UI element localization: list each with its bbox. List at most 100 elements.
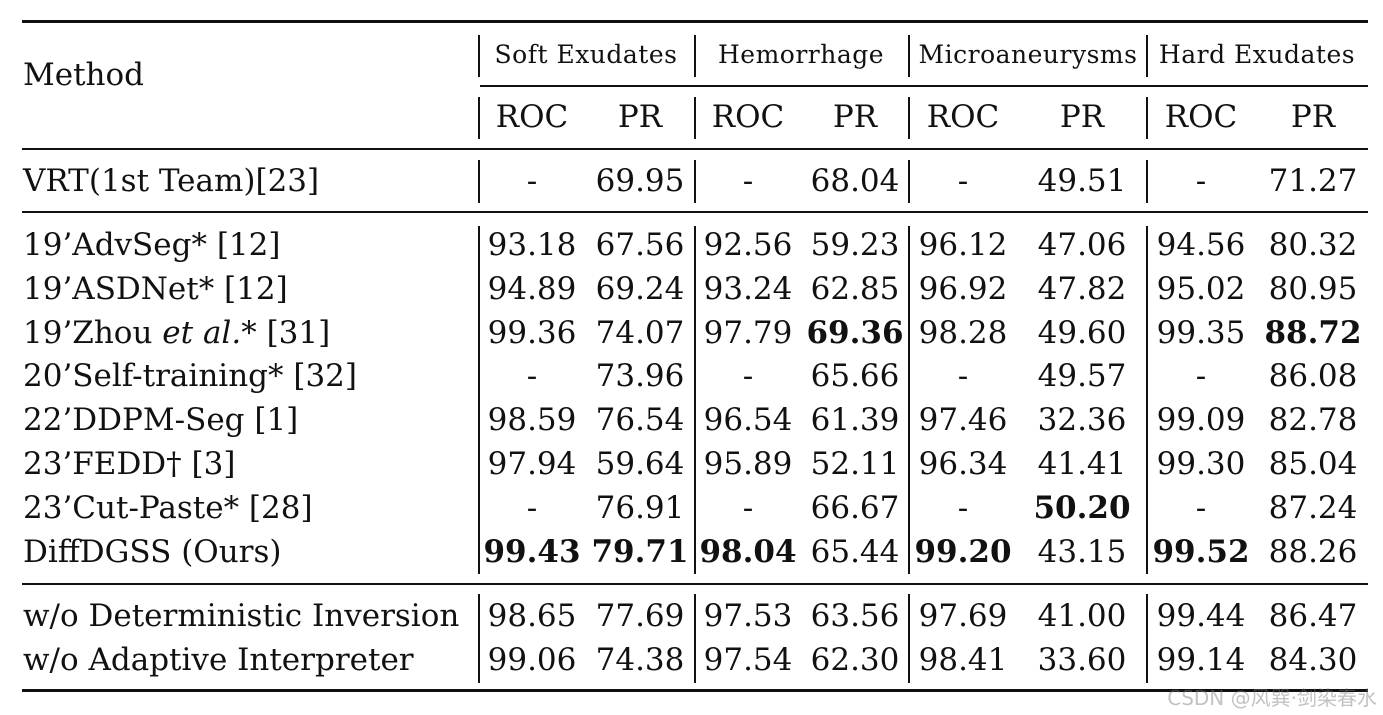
method-name: 22’DDPM-Seg [1] <box>23 402 299 438</box>
table-cell: - <box>742 490 754 526</box>
table-cell: - <box>742 163 754 199</box>
table-cell: 43.15 <box>1037 534 1127 570</box>
table-cell: 41.41 <box>1037 446 1127 482</box>
table-cell: 84.30 <box>1268 642 1358 678</box>
table-cell: - <box>1195 163 1207 199</box>
table-cell: 32.36 <box>1037 402 1127 438</box>
table-cell: 52.11 <box>810 446 900 482</box>
table-cell: 99.52 <box>1152 534 1250 570</box>
table-cell: 59.23 <box>810 227 900 263</box>
table-cell: 88.26 <box>1268 534 1358 570</box>
method-name-italic: et al. <box>162 315 242 351</box>
table-cell: 99.30 <box>1156 446 1246 482</box>
table-cell: 33.60 <box>1037 642 1127 678</box>
roc-header: ROC <box>495 99 569 135</box>
table-cell: - <box>1195 358 1207 394</box>
column-separator <box>478 226 480 574</box>
table-cell: 97.54 <box>703 642 793 678</box>
table-cell: 79.71 <box>591 534 689 570</box>
column-separator <box>478 594 480 683</box>
table-cell: 69.36 <box>806 315 904 351</box>
table-cell: 99.09 <box>1156 402 1246 438</box>
table-cell: 93.24 <box>703 271 793 307</box>
column-separator <box>478 97 480 139</box>
column-separator <box>478 160 480 203</box>
table-cell: 63.56 <box>810 598 900 634</box>
table-cell: 96.34 <box>918 446 1008 482</box>
column-separator <box>694 594 696 683</box>
table-cell: 97.46 <box>918 402 1008 438</box>
table-cell: 74.07 <box>595 315 685 351</box>
table-cell: - <box>957 163 969 199</box>
table-cell: 61.39 <box>810 402 900 438</box>
method-name-part: 19’Zhou <box>23 315 163 351</box>
table-cell: 99.06 <box>487 642 577 678</box>
column-separator <box>1146 594 1148 683</box>
table-cell: 99.43 <box>483 534 581 570</box>
table-cell: 86.47 <box>1268 598 1358 634</box>
table-cell: 96.92 <box>918 271 1008 307</box>
table-cell: 99.20 <box>914 534 1012 570</box>
roc-header: ROC <box>711 99 785 135</box>
method-name: DiffDGSS (Ours) <box>23 534 282 570</box>
table-cell: 97.53 <box>703 598 793 634</box>
table-cell: 73.96 <box>595 358 685 394</box>
table-cell: 62.30 <box>810 642 900 678</box>
table-cell: 76.54 <box>595 402 685 438</box>
baseline-rule <box>22 211 1368 213</box>
table-cell: 98.28 <box>918 315 1008 351</box>
subheader-rule <box>480 85 1368 87</box>
table-cell: 98.59 <box>487 402 577 438</box>
column-separator <box>908 226 910 574</box>
table-cell: 69.95 <box>595 163 685 199</box>
table-cell: 66.67 <box>810 490 900 526</box>
column-separator <box>908 35 910 77</box>
roc-header: ROC <box>926 99 1000 135</box>
table-cell: - <box>526 163 538 199</box>
table-cell: 85.04 <box>1268 446 1358 482</box>
header-rule <box>22 148 1368 150</box>
method-name: 23’Cut-Paste* [28] <box>23 490 313 526</box>
table-cell: 80.32 <box>1268 227 1358 263</box>
column-separator <box>478 35 480 77</box>
table-cell: 93.18 <box>487 227 577 263</box>
column-separator <box>694 160 696 203</box>
column-separator <box>1146 226 1148 574</box>
method-name: w/o Adaptive Interpreter <box>23 642 414 678</box>
table-cell: 98.41 <box>918 642 1008 678</box>
pr-header: PR <box>832 99 878 135</box>
table-cell: 87.24 <box>1268 490 1358 526</box>
method-name: VRT(1st Team)[23] <box>23 163 320 199</box>
metric-group-header: Hemorrhage <box>717 40 885 69</box>
bottom-rule <box>22 689 1368 692</box>
table-cell: 99.14 <box>1156 642 1246 678</box>
table-cell: 59.64 <box>595 446 685 482</box>
table-cell: - <box>526 490 538 526</box>
table-cell: 68.04 <box>810 163 900 199</box>
table-cell: 47.06 <box>1037 227 1127 263</box>
column-separator <box>908 97 910 139</box>
method-name: 20’Self-training* [32] <box>23 358 357 394</box>
table-cell: 49.51 <box>1037 163 1127 199</box>
metric-group-header: Microaneurysms <box>918 40 1138 69</box>
column-separator <box>694 226 696 574</box>
table-cell: 99.36 <box>487 315 577 351</box>
column-separator <box>1146 97 1148 139</box>
table-cell: 99.35 <box>1156 315 1246 351</box>
roc-header: ROC <box>1164 99 1238 135</box>
column-separator <box>1146 160 1148 203</box>
top-rule <box>22 20 1368 23</box>
method-name: 19’Zhou et al.* [31] <box>23 315 330 351</box>
table-cell: 74.38 <box>595 642 685 678</box>
table-cell: 98.65 <box>487 598 577 634</box>
table-cell: 88.72 <box>1264 315 1362 351</box>
table-cell: 41.00 <box>1037 598 1127 634</box>
table-cell: 97.94 <box>487 446 577 482</box>
table-cell: 97.69 <box>918 598 1008 634</box>
pr-header: PR <box>617 99 663 135</box>
table-cell: 96.54 <box>703 402 793 438</box>
table-cell: 82.78 <box>1268 402 1358 438</box>
table-cell: 99.44 <box>1156 598 1246 634</box>
column-separator <box>1146 35 1148 77</box>
watermark: CSDN @风巽·剑染春水 <box>1167 686 1377 710</box>
